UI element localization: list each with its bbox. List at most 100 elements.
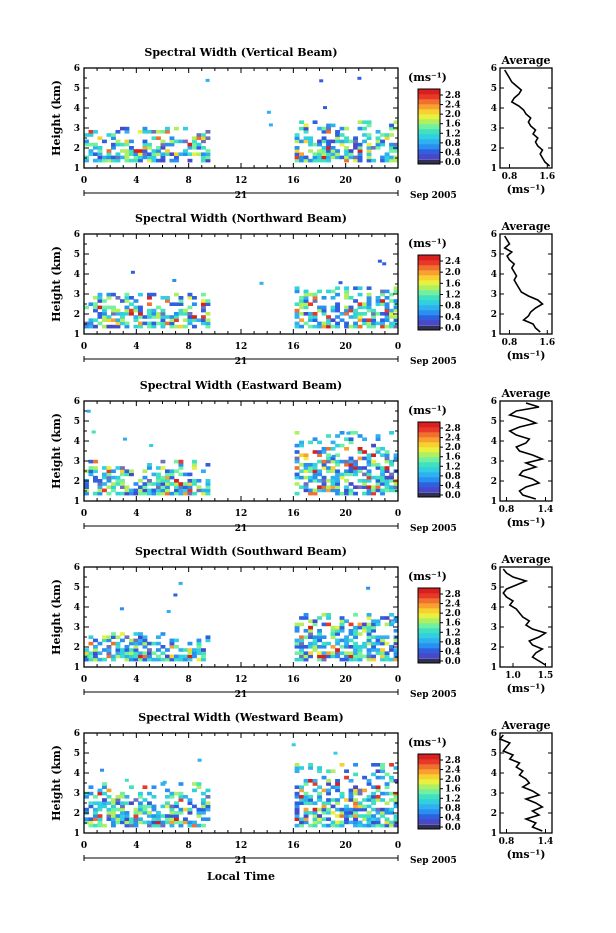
heatmap-cell — [129, 146, 134, 150]
average-profile-line — [507, 402, 545, 500]
heatmap-cell — [205, 807, 211, 812]
colorbar-swatch — [418, 305, 440, 311]
heatmap-cell — [88, 801, 94, 805]
heatmap-cell — [129, 638, 134, 643]
y-tick-label: 3 — [74, 789, 80, 799]
heatmap-cell — [335, 155, 340, 160]
colorbar-tick-label: 2.0 — [445, 268, 461, 278]
heatmap-cell — [335, 632, 340, 636]
heatmap-cell — [366, 152, 372, 156]
heatmap-cell — [389, 479, 394, 483]
heatmap-cell — [299, 152, 304, 156]
heatmap-cell — [357, 120, 363, 124]
heatmap-cell — [294, 804, 300, 809]
colorbar-swatch — [418, 129, 440, 135]
heatmap-cell — [294, 622, 300, 627]
colorbar-swatch — [418, 447, 440, 453]
heatmap-cell — [183, 312, 188, 316]
heatmap-cell — [366, 142, 372, 147]
heatmap-cell — [97, 814, 103, 818]
heatmap-cell — [174, 814, 179, 818]
heatmap-cell — [326, 123, 331, 128]
heatmap-cell — [169, 315, 175, 319]
heatmap-cell — [371, 321, 376, 326]
heatmap-cell — [303, 475, 309, 480]
x-tick-label: 0 — [81, 176, 87, 186]
heatmap-cell — [326, 459, 331, 464]
heatmap-cell — [321, 146, 327, 150]
heatmap-cell — [321, 155, 327, 160]
colorbar-floor — [418, 659, 440, 663]
heatmap-cell — [317, 459, 322, 464]
heatmap-cell — [344, 488, 349, 493]
heatmap-cell — [380, 289, 385, 294]
heatmap-cell — [142, 491, 148, 496]
heatmap-cell — [371, 795, 376, 799]
heatmap-cell — [366, 654, 372, 659]
y-tick-label: 4 — [74, 769, 80, 779]
heatmap-cell — [138, 308, 143, 313]
heatmap-cell — [348, 491, 354, 496]
heatmap-cell — [187, 472, 193, 477]
heatmap-cell — [120, 491, 125, 496]
heatmap-cell — [201, 798, 206, 802]
heatmap-cell — [326, 453, 331, 457]
heatmap-cell — [88, 142, 94, 147]
heatmap-cell — [120, 820, 125, 825]
heatmap-cell — [393, 315, 399, 319]
heatmap-cell — [294, 763, 300, 767]
heatmap-cell — [197, 758, 202, 762]
heatmap-cell — [317, 820, 322, 825]
heatmap-cell — [88, 469, 94, 473]
heatmap-cell — [344, 158, 349, 163]
heatmap-cell — [124, 817, 130, 821]
heatmap-cell — [308, 302, 313, 306]
average-y-tick-label: 5 — [491, 417, 497, 427]
heatmap-cell — [147, 296, 152, 300]
heatmap-cell — [393, 299, 399, 303]
heatmap-cell — [362, 645, 367, 649]
heatmap-cell — [106, 155, 112, 160]
heatmap-cell — [205, 318, 211, 322]
colorbar-swatch — [418, 300, 440, 306]
heatmap-cell — [384, 772, 390, 777]
heatmap-cell — [344, 292, 349, 297]
heatmap-cell — [178, 823, 184, 828]
colorbar-swatch — [418, 799, 440, 805]
heatmap-cell — [196, 648, 202, 652]
heatmap-cell — [160, 488, 166, 493]
heatmap-cell — [196, 485, 202, 489]
colorbar-tick-label: 2.0 — [445, 775, 461, 785]
heatmap-cell — [371, 315, 376, 319]
heatmap-cell — [357, 648, 363, 652]
heatmap-cell — [165, 315, 170, 319]
heatmap-cell — [294, 638, 300, 643]
heatmap-cell — [294, 308, 300, 313]
heatmap-cell — [299, 654, 304, 659]
heatmap-cell — [375, 142, 381, 147]
heatmap-cell — [393, 823, 399, 828]
heatmap-cell — [339, 142, 345, 147]
heatmap-cell — [308, 654, 313, 659]
heatmap-cell — [357, 312, 363, 316]
heatmap-cell — [178, 312, 184, 316]
average-title: Average — [500, 719, 550, 732]
heatmap-cell — [366, 472, 372, 477]
heatmap-cell — [366, 491, 372, 496]
heatmap-cell — [147, 324, 152, 329]
heatmap-cell — [201, 657, 206, 662]
heatmap-cell — [326, 485, 331, 489]
x-tick-label: 4 — [133, 675, 139, 685]
heatmap-cell — [353, 466, 358, 470]
heatmap-cell — [115, 482, 121, 486]
heatmap-cell — [366, 485, 372, 489]
heatmap-cell — [165, 491, 170, 496]
colorbar-swatch — [418, 260, 440, 266]
heatmap-cell — [389, 459, 394, 464]
heatmap-cell — [371, 817, 376, 821]
heatmap-cell — [147, 312, 152, 316]
heatmap-cell — [326, 782, 331, 786]
heatmap-cell — [393, 651, 399, 655]
heatmap-cell — [308, 136, 313, 140]
heatmap-cell — [138, 479, 143, 483]
